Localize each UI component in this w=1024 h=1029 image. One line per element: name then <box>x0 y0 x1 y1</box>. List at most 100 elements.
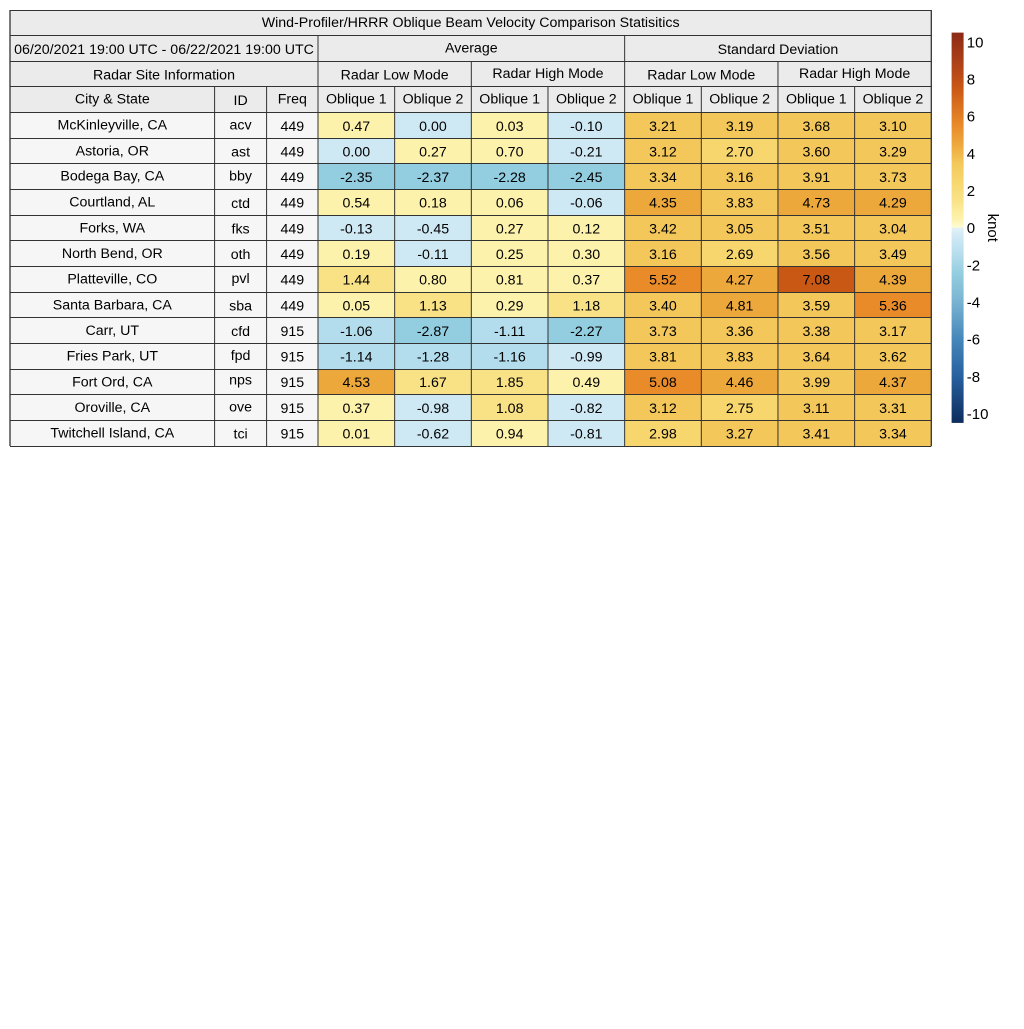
svg-text:bby: bby <box>229 169 253 185</box>
svg-text:Oblique 1: Oblique 1 <box>326 92 387 108</box>
svg-text:-1.06: -1.06 <box>340 324 372 340</box>
svg-text:-1.28: -1.28 <box>417 350 449 366</box>
svg-text:-6: -6 <box>967 332 980 349</box>
svg-text:0.27: 0.27 <box>496 221 524 237</box>
svg-text:3.10: 3.10 <box>879 119 907 135</box>
svg-text:2.75: 2.75 <box>726 401 754 417</box>
svg-text:-8: -8 <box>967 369 980 386</box>
svg-text:4.35: 4.35 <box>649 196 677 212</box>
svg-text:3.49: 3.49 <box>879 247 907 263</box>
svg-text:2: 2 <box>967 183 975 200</box>
svg-text:449: 449 <box>280 298 304 314</box>
svg-text:-2.37: -2.37 <box>417 170 449 186</box>
svg-text:0.19: 0.19 <box>343 247 371 263</box>
svg-text:tci: tci <box>234 427 248 443</box>
svg-text:4: 4 <box>967 146 975 163</box>
svg-text:4.81: 4.81 <box>726 298 754 314</box>
svg-text:915: 915 <box>280 427 304 443</box>
svg-text:cfd: cfd <box>231 324 250 340</box>
svg-text:Oblique 1: Oblique 1 <box>479 92 540 108</box>
svg-text:ove: ove <box>229 399 252 415</box>
svg-text:3.73: 3.73 <box>649 324 677 340</box>
svg-text:5.08: 5.08 <box>649 375 677 391</box>
svg-text:3.05: 3.05 <box>726 221 754 237</box>
svg-text:2.98: 2.98 <box>649 427 677 443</box>
svg-text:ast: ast <box>231 144 250 160</box>
svg-text:915: 915 <box>280 350 304 366</box>
svg-text:0.00: 0.00 <box>343 144 371 160</box>
svg-text:-0.21: -0.21 <box>570 144 602 160</box>
svg-text:5.52: 5.52 <box>649 273 677 289</box>
svg-text:McKinleyville, CA: McKinleyville, CA <box>58 117 168 133</box>
svg-text:3.16: 3.16 <box>726 170 754 186</box>
svg-text:fks: fks <box>232 221 250 237</box>
svg-text:-10: -10 <box>967 406 989 423</box>
svg-text:3.73: 3.73 <box>879 170 907 186</box>
svg-text:Astoria, OR: Astoria, OR <box>76 143 149 159</box>
svg-text:-0.11: -0.11 <box>417 247 448 263</box>
svg-text:Twitchell Island, CA: Twitchell Island, CA <box>50 426 174 442</box>
svg-text:fpd: fpd <box>231 348 251 364</box>
svg-text:4.46: 4.46 <box>726 375 754 391</box>
svg-text:0.06: 0.06 <box>496 196 524 212</box>
svg-text:-0.45: -0.45 <box>417 221 449 237</box>
svg-text:0.03: 0.03 <box>496 119 524 135</box>
svg-text:Radar Low Mode: Radar Low Mode <box>647 68 755 84</box>
svg-text:449: 449 <box>280 221 304 237</box>
svg-text:3.12: 3.12 <box>649 144 677 160</box>
svg-text:3.83: 3.83 <box>726 350 754 366</box>
svg-text:0.70: 0.70 <box>496 144 524 160</box>
svg-text:1.13: 1.13 <box>419 298 447 314</box>
svg-text:0.29: 0.29 <box>496 298 524 314</box>
svg-text:3.27: 3.27 <box>726 427 754 443</box>
svg-text:-0.10: -0.10 <box>570 119 602 135</box>
svg-text:3.29: 3.29 <box>879 144 907 160</box>
svg-text:3.31: 3.31 <box>879 401 907 417</box>
svg-text:915: 915 <box>280 401 304 417</box>
svg-text:North Bend, OR: North Bend, OR <box>62 246 163 262</box>
svg-text:3.17: 3.17 <box>879 324 907 340</box>
svg-text:449: 449 <box>280 247 304 263</box>
svg-text:3.99: 3.99 <box>802 375 830 391</box>
svg-text:Oblique 2: Oblique 2 <box>403 92 464 108</box>
svg-text:3.11: 3.11 <box>803 401 830 417</box>
svg-text:City & State: City & State <box>75 92 150 108</box>
svg-text:10: 10 <box>967 34 984 51</box>
svg-text:Bodega Bay, CA: Bodega Bay, CA <box>60 169 164 185</box>
svg-text:4.39: 4.39 <box>879 273 907 289</box>
svg-text:3.34: 3.34 <box>879 427 907 443</box>
svg-text:0.37: 0.37 <box>573 273 601 289</box>
svg-text:449: 449 <box>280 170 304 186</box>
svg-text:3.12: 3.12 <box>649 401 677 417</box>
svg-text:3.19: 3.19 <box>726 119 754 135</box>
svg-text:3.59: 3.59 <box>802 298 830 314</box>
svg-text:Carr, UT: Carr, UT <box>85 323 139 339</box>
svg-text:3.60: 3.60 <box>802 144 830 160</box>
svg-text:Fort Ord, CA: Fort Ord, CA <box>72 374 153 390</box>
svg-text:4.73: 4.73 <box>802 196 830 212</box>
svg-text:0.12: 0.12 <box>573 221 601 237</box>
svg-text:3.38: 3.38 <box>802 324 830 340</box>
svg-text:3.91: 3.91 <box>802 170 830 186</box>
svg-text:3.51: 3.51 <box>802 221 830 237</box>
svg-text:8: 8 <box>967 71 975 88</box>
svg-text:3.83: 3.83 <box>726 196 754 212</box>
svg-text:Freq: Freq <box>278 92 307 108</box>
svg-text:915: 915 <box>280 324 304 340</box>
svg-text:449: 449 <box>280 119 304 135</box>
svg-text:3.16: 3.16 <box>649 247 677 263</box>
svg-text:3.04: 3.04 <box>879 221 907 237</box>
svg-text:1.44: 1.44 <box>343 273 371 289</box>
svg-text:449: 449 <box>280 144 304 160</box>
svg-text:0.30: 0.30 <box>573 247 601 263</box>
svg-text:2.70: 2.70 <box>726 144 754 160</box>
svg-text:0.00: 0.00 <box>419 119 447 135</box>
svg-text:0.18: 0.18 <box>419 196 447 212</box>
svg-text:Fries Park, UT: Fries Park, UT <box>67 349 159 365</box>
svg-text:5.36: 5.36 <box>879 298 907 314</box>
svg-text:Radar High Mode: Radar High Mode <box>799 66 910 82</box>
svg-text:0: 0 <box>967 220 975 237</box>
svg-text:0.80: 0.80 <box>419 273 447 289</box>
svg-text:Courtland, AL: Courtland, AL <box>69 195 155 211</box>
svg-text:449: 449 <box>280 273 304 289</box>
